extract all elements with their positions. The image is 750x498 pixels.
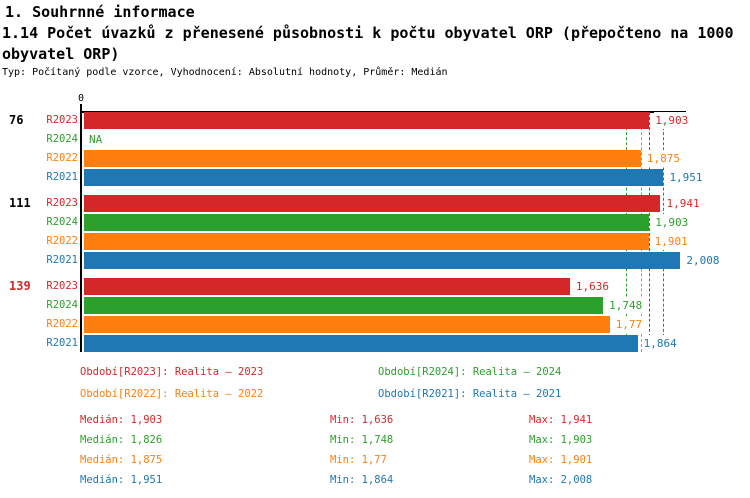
bar-value-label: 2,008: [685, 252, 721, 269]
bar-R2022-111: [84, 233, 649, 250]
stat-max-R2022: Max: 1,901: [529, 454, 593, 466]
bar-value-label: 1,941: [665, 195, 701, 212]
stat-min-R2021: Min: 1,864: [330, 474, 394, 486]
bar-value-label: 1,748: [608, 297, 644, 314]
report-title: 1. Souhrnné informace: [5, 3, 195, 21]
bar-R2023-111: [84, 195, 661, 212]
stat-max-R2021: Max: 2,008: [529, 474, 593, 486]
bar-value-label: 1,901: [653, 233, 689, 250]
x-axis-tick: [80, 104, 82, 112]
bar-R2021-111: [84, 252, 681, 269]
indicator-meta: Typ: Počítaný podle vzorce, Vyhodnocení:…: [2, 67, 448, 78]
bar-R2024-139: [84, 297, 604, 314]
y-axis-line: [80, 111, 82, 352]
bar-row: 111 R2023 1,941: [0, 195, 750, 212]
bar-row: R2022 1,901: [0, 233, 750, 250]
bar-row: 139 R2023 1,636: [0, 278, 750, 295]
stat-min-R2024: Min: 1,748: [330, 434, 394, 446]
bar-row: R2024 1,903: [0, 214, 750, 231]
group-label: 139: [9, 279, 31, 293]
indicator-title: 1.14 Počet úvazků z přenesené působnosti…: [2, 24, 734, 63]
bar-value-label: NA: [88, 131, 104, 148]
bar-R2023-76: [84, 112, 650, 129]
stat-median-R2021: Medián: 1,951: [80, 474, 163, 486]
median-line-R2022: [640, 112, 642, 352]
bar-row: 76 R2023 1,903: [0, 112, 750, 129]
bar-R2022-76: [84, 150, 641, 167]
bar-value-label: 1,77: [614, 316, 644, 333]
stat-min-R2022: Min: 1,77: [330, 454, 387, 466]
legend-item-R2023: Období[R2023]: Realita – 2023: [80, 366, 264, 378]
legend-item-R2024: Období[R2024]: Realita – 2024: [378, 366, 562, 378]
bar-chart: 0 76 R2023 1,903 R2024 NA R2022 1,875 R2021 1,95…: [0, 90, 750, 358]
bar-value-label: 1,875: [645, 150, 681, 167]
median-line-R2023: [649, 112, 651, 352]
stat-max-R2023: Max: 1,941: [529, 414, 593, 426]
row-series-label: R2024: [46, 216, 78, 228]
row-series-label: R2021: [46, 254, 78, 266]
legend-item-R2022: Období[R2022]: Realita – 2022: [80, 388, 264, 400]
stat-median-R2022: Medián: 1,875: [80, 454, 163, 466]
row-series-label: R2023: [46, 114, 78, 126]
row-series-label: R2021: [46, 171, 78, 183]
group-label: 111: [9, 196, 31, 210]
group-label: 76: [9, 113, 24, 127]
bar-row: R2024 NA: [0, 131, 750, 148]
bar-R2022-139: [84, 316, 610, 333]
bar-R2021-76: [84, 169, 664, 186]
row-series-label: R2023: [46, 280, 78, 292]
bar-value-label: 1,951: [668, 169, 704, 186]
stat-max-R2024: Max: 1,903: [529, 434, 593, 446]
row-series-label: R2021: [46, 337, 78, 349]
bar-row: R2021 2,008: [0, 252, 750, 269]
series-statistics: Medián: 1,903 Min: 1,636 Max: 1,941 Medián:…: [80, 410, 592, 490]
median-line-R2024: [626, 112, 628, 352]
bar-row: R2022 1,77: [0, 316, 750, 333]
bar-row: R2022 1,875: [0, 150, 750, 167]
bar-value-label: 1,636: [574, 278, 611, 295]
bar-row: R2021 1,951: [0, 169, 750, 186]
bar-R2021-139: [84, 335, 638, 352]
bar-row: R2021 1,864: [0, 335, 750, 352]
row-series-label: R2022: [46, 235, 78, 247]
median-line-R2021: [663, 112, 665, 352]
chart-legend: Období[R2023]: Realita – 2023 Období[R202…: [80, 361, 561, 405]
stat-median-R2024: Medián: 1,826: [80, 434, 163, 446]
bar-value-label: 1,864: [642, 335, 678, 352]
bar-row: R2024 1,748: [0, 297, 750, 314]
row-series-label: R2022: [46, 318, 78, 330]
stat-median-R2023: Medián: 1,903: [80, 414, 163, 426]
row-series-label: R2023: [46, 197, 78, 209]
legend-item-R2021: Období[R2021]: Realita – 2021: [378, 388, 562, 400]
bar-value-label: 1,903: [654, 112, 690, 129]
row-series-label: R2022: [46, 152, 78, 164]
row-series-label: R2024: [46, 299, 78, 311]
row-series-label: R2024: [46, 133, 78, 145]
bar-R2024-111: [84, 214, 650, 231]
bar-R2023-139: [84, 278, 570, 295]
stat-min-R2023: Min: 1,636: [330, 414, 394, 426]
bar-value-label: 1,903: [654, 214, 690, 231]
x-axis-origin-label: 0: [77, 93, 85, 104]
